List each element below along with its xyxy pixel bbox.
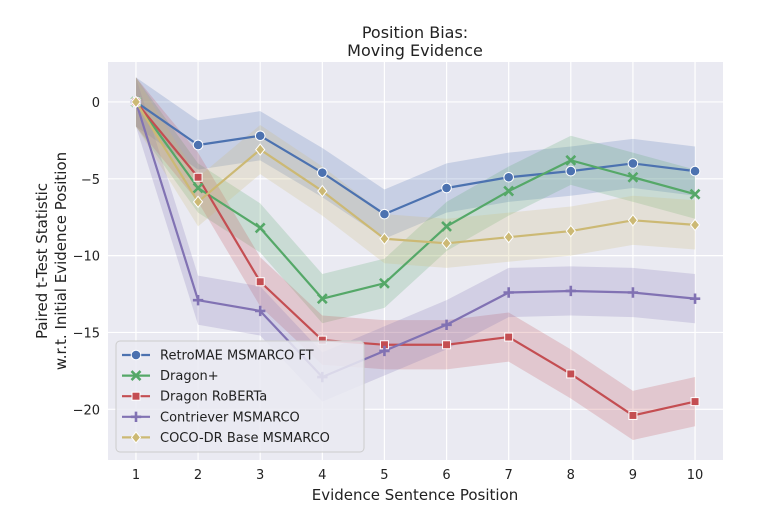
point-coco-dr-base-msmarco <box>565 224 576 238</box>
point-retromae-msmarco-ft <box>192 139 204 151</box>
y-tick-label: 0 <box>92 96 100 111</box>
x-tick-labels: 1 2 3 4 5 6 7 8 9 10 <box>132 468 704 483</box>
line-dragon <box>135 101 696 300</box>
point-dragon-roberta <box>442 340 452 350</box>
legend-label-coco-dr-base-msmarco: COCO-DR Base MSMARCO <box>160 431 330 446</box>
line-contriever-msmarco <box>134 101 696 379</box>
chart-title-line-2: Moving Evidence <box>347 41 483 60</box>
x-tick-label: 8 <box>567 468 575 483</box>
point-contriever-msmarco <box>565 285 577 297</box>
point-coco-dr-base-msmarco <box>192 195 204 209</box>
y-axis-label-line-2: w.r.t. Initial Evidence Position <box>52 152 70 370</box>
point-dragon-roberta <box>193 172 203 182</box>
legend-swatch-marker <box>130 370 142 382</box>
legend-swatch-marker <box>131 391 141 401</box>
band-retromae-msmarco-ft <box>135 77 696 239</box>
legend: RetroMAE MSMARCO FT Dragon+ Dragon RoBERTa… <box>115 340 365 453</box>
point-contriever-msmarco <box>627 287 639 298</box>
series-lines <box>134 101 696 417</box>
x-axis-label: Evidence Sentence Position <box>312 486 519 504</box>
band-coco-dr-base-msmarco <box>135 77 696 268</box>
point-contriever-msmarco <box>379 345 390 357</box>
x-tick-label: 9 <box>629 468 637 483</box>
legend-swatch-marker <box>130 349 142 361</box>
legend-label-dragon: Dragon+ <box>160 369 219 384</box>
legend-items: RetroMAE MSMARCO FT Dragon+ Dragon RoBERTa… <box>122 349 330 446</box>
x-tick-label: 7 <box>505 468 513 483</box>
band-dragon <box>135 77 696 324</box>
x-tick-label: 5 <box>380 468 388 483</box>
point-retromae-msmarco-ft <box>689 165 701 177</box>
point-dragon-roberta <box>690 397 700 407</box>
chart-title-line-1: Position Bias: <box>362 23 468 42</box>
point-retromae-msmarco-ft <box>254 130 266 142</box>
point-dragon <box>379 277 390 289</box>
point-dragon <box>565 154 577 166</box>
y-tick-label: −15 <box>73 326 100 341</box>
x-tick-label: 1 <box>132 468 140 483</box>
x-tick-label: 3 <box>256 468 264 483</box>
point-retromae-msmarco-ft <box>565 165 577 177</box>
point-dragon-roberta <box>628 410 638 420</box>
legend-label-dragon-roberta: Dragon RoBERTa <box>160 390 267 405</box>
point-coco-dr-base-msmarco <box>255 143 266 156</box>
y-tick-label: −20 <box>73 403 100 418</box>
point-contriever-msmarco <box>254 305 266 317</box>
legend-swatch-marker <box>130 431 142 444</box>
point-coco-dr-base-msmarco <box>317 184 328 198</box>
point-coco-dr-base-msmarco <box>503 230 514 244</box>
x-tick-label: 4 <box>318 468 326 483</box>
point-coco-dr-base-msmarco <box>379 232 390 246</box>
line-dragon-roberta <box>135 101 696 417</box>
point-retromae-msmarco-ft <box>379 208 390 220</box>
confidence-bands <box>135 77 696 441</box>
point-coco-dr-base-msmarco <box>130 95 142 109</box>
legend-frame <box>115 340 365 453</box>
band-dragon-roberta <box>135 77 696 441</box>
x-tick-label: 6 <box>442 468 450 483</box>
point-dragon <box>627 171 639 183</box>
band-contriever-msmarco <box>135 77 696 402</box>
legend-label-retromae-msmarco-ft: RetroMAE MSMARCO FT <box>160 349 314 364</box>
point-coco-dr-base-msmarco <box>441 237 452 250</box>
grid-lines <box>108 62 723 460</box>
point-dragon-roberta <box>566 369 576 379</box>
point-contriever-msmarco <box>441 319 452 330</box>
point-retromae-msmarco-ft <box>627 158 639 169</box>
x-tick-label: 2 <box>194 468 202 483</box>
point-retromae-msmarco-ft <box>441 182 452 194</box>
y-axis-label-line-1: Paired t-Test Statistic <box>33 183 51 339</box>
point-retromae-msmarco-ft <box>317 167 328 178</box>
y-tick-labels: 0 −5 −10 −15 −20 <box>73 96 100 418</box>
point-dragon-roberta <box>504 332 514 342</box>
point-coco-dr-base-msmarco <box>689 218 701 232</box>
legend-label-contriever-msmarco: Contriever MSMARCO <box>160 410 300 425</box>
point-dragon <box>192 182 204 194</box>
point-dragon <box>503 185 515 197</box>
point-contriever-msmarco <box>192 294 204 306</box>
y-tick-label: −10 <box>73 250 100 265</box>
point-dragon <box>441 221 452 232</box>
y-tick-label: −5 <box>81 173 100 188</box>
legend-swatch-marker <box>130 411 142 422</box>
point-contriever-msmarco <box>503 287 514 298</box>
line-coco-dr-base-msmarco <box>135 101 696 245</box>
point-retromae-msmarco-ft <box>503 171 514 183</box>
point-dragon <box>316 293 328 305</box>
point-coco-dr-base-msmarco <box>627 213 639 227</box>
point-dragon-roberta <box>255 277 265 287</box>
x-tick-label: 10 <box>687 468 704 483</box>
point-dragon <box>254 222 266 234</box>
line-retromae-msmarco-ft <box>135 101 696 216</box>
point-dragon <box>689 188 701 200</box>
point-contriever-msmarco <box>689 293 701 304</box>
series-markers <box>130 95 701 420</box>
